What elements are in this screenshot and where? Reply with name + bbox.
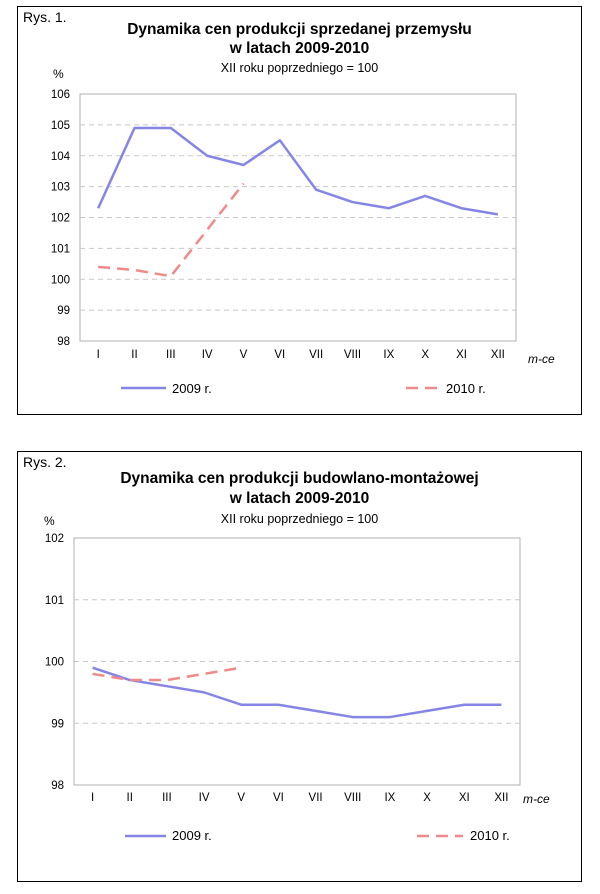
x-tick-label: IX <box>383 349 394 361</box>
x-tick-label: V <box>240 349 248 361</box>
x-tick-label: X <box>421 349 429 361</box>
y-tick-label: 106 <box>51 89 70 101</box>
y-tick-label: 100 <box>51 274 70 286</box>
chart-subtitle: XII roku poprzedniego = 100 <box>220 512 379 526</box>
x-tick-label: VII <box>309 349 323 361</box>
chart-panel-1: 98 99 100 101 102 103 104 105 106 I II III IV V VI VII V… <box>17 6 582 415</box>
y-tick-label: 101 <box>51 243 70 255</box>
x-tick-label: VI <box>274 349 285 361</box>
figure-label: Rys. 2. <box>23 454 67 470</box>
x-axis-label: m-ce <box>528 352 555 366</box>
series-line-0 <box>97 126 499 216</box>
x-tick-label: VI <box>273 792 284 804</box>
x-tick-label: II <box>131 349 137 361</box>
y-axis-label: % <box>53 67 64 81</box>
x-tick-label: I <box>91 792 94 804</box>
x-tick-label: I <box>97 349 100 361</box>
legend-label-2010: 2010 r. <box>446 381 486 396</box>
series-line-1 <box>92 666 242 682</box>
x-tick-label: IV <box>202 349 213 361</box>
y-tick-label: 100 <box>45 657 64 669</box>
chart-panel-2: 98 99 100 101 102 I II III IV V VI VII VIII IX X XI XII … <box>17 451 582 882</box>
chart-title-line1: Dynamika cen produkcji budowlano-montażo… <box>120 470 479 487</box>
x-tick-label: III <box>166 349 176 361</box>
x-tick-label: IX <box>384 792 395 804</box>
y-tick-label: 103 <box>51 182 70 194</box>
x-tick-label: VIII <box>344 792 361 804</box>
y-tick-label: 99 <box>57 305 70 317</box>
x-tick-label: III <box>162 792 172 804</box>
x-axis-label: m-ce <box>523 792 550 806</box>
y-tick-label: 104 <box>51 151 71 163</box>
x-tick-label: VII <box>309 792 323 804</box>
chart-title-line2: w latach 2009-2010 <box>229 40 370 57</box>
x-tick-label: X <box>423 792 431 804</box>
figure-label: Rys. 1. <box>23 9 67 25</box>
legend-label-2009: 2009 r. <box>172 828 212 843</box>
y-tick-label: 102 <box>51 213 70 225</box>
series-line-1 <box>98 182 245 278</box>
y-tick-label: 105 <box>51 120 70 132</box>
y-axis-label: % <box>44 514 55 528</box>
x-tick-label: XI <box>456 349 467 361</box>
chart-title-line2: w latach 2009-2010 <box>229 490 370 507</box>
y-tick-label: 98 <box>57 336 70 348</box>
legend-label-2010: 2010 r. <box>470 828 510 843</box>
x-tick-label: II <box>127 792 133 804</box>
y-tick-label: 101 <box>45 595 64 607</box>
x-tick-label: XII <box>494 792 508 804</box>
x-tick-label: XI <box>459 792 470 804</box>
chart-subtitle: XII roku poprzedniego = 100 <box>220 61 379 75</box>
y-tick-label: 98 <box>51 780 64 792</box>
legend-label-2009: 2009 r. <box>172 381 212 396</box>
chart-title-line1: Dynamika cen produkcji sprzedanej przemy… <box>127 21 472 38</box>
x-tick-label: IV <box>199 792 210 804</box>
x-tick-label: VIII <box>344 349 361 361</box>
x-tick-label: XII <box>491 349 505 361</box>
x-tick-label: V <box>237 792 245 804</box>
series-line-0 <box>92 666 502 719</box>
y-tick-label: 102 <box>45 533 64 545</box>
y-tick-label: 99 <box>51 718 64 730</box>
